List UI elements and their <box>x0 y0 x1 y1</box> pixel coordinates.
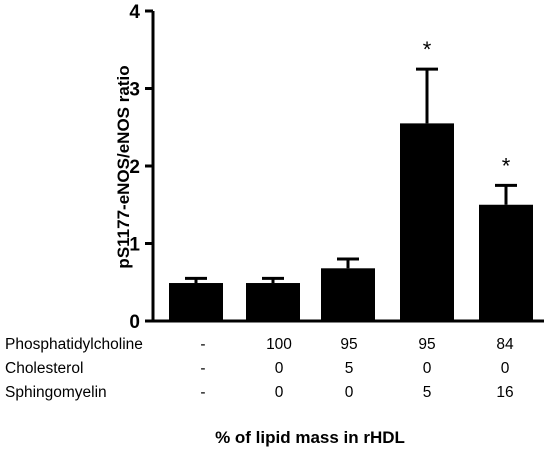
cell: 95 <box>340 336 358 353</box>
y-tick-label: 4 <box>129 2 140 23</box>
cell: 100 <box>266 336 292 353</box>
cell: 5 <box>344 360 354 377</box>
bar <box>321 268 375 321</box>
bar <box>400 123 454 321</box>
cell: 95 <box>418 336 436 353</box>
composition-row-sphingomyelin: Sphingomyelin - 0 0 5 16 <box>0 384 550 406</box>
cell: 0 <box>500 360 510 377</box>
bar <box>246 283 300 321</box>
cell: 0 <box>344 384 354 401</box>
y-tick-label: 0 <box>129 312 140 333</box>
cell: 16 <box>496 384 514 401</box>
cell: 0 <box>274 384 284 401</box>
cell: - <box>200 384 206 401</box>
cell: - <box>200 360 206 377</box>
y-tick-label: 1 <box>129 235 140 256</box>
composition-row-cholesterol: Cholesterol - 0 5 0 0 <box>0 360 550 382</box>
composition-row-phosphatidylcholine: Phosphatidylcholine - 100 95 95 84 <box>0 336 550 358</box>
bar <box>479 204 533 321</box>
row-label: Cholesterol <box>5 360 84 377</box>
x-axis-label: % of lipid mass in rHDL <box>215 428 405 447</box>
row-label: Phosphatidylcholine <box>5 336 143 353</box>
bar <box>169 283 223 321</box>
cell: 5 <box>422 384 432 401</box>
cell: 84 <box>496 336 514 353</box>
y-axis-label: pS1177-eNOS/eNOS ratio <box>114 65 133 268</box>
significance-marker: * <box>502 153 511 178</box>
y-tick-label: 2 <box>129 157 140 178</box>
row-label: Sphingomyelin <box>5 384 107 401</box>
cell: 0 <box>274 360 284 377</box>
bars: ** <box>169 37 533 321</box>
y-tick-label: 3 <box>129 80 140 101</box>
cell: 0 <box>422 360 432 377</box>
significance-marker: * <box>423 37 432 62</box>
cell: - <box>200 336 206 353</box>
